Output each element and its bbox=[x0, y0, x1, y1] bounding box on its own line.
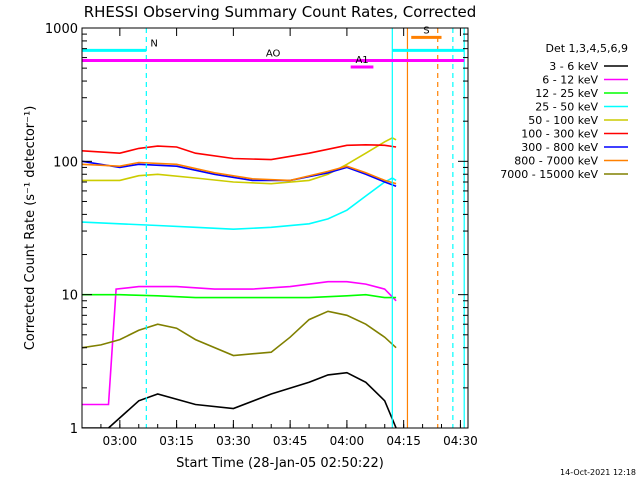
series-line-800-7000-kev bbox=[82, 161, 397, 185]
series-line-12-25-kev bbox=[82, 293, 397, 299]
y-axis-label: Corrected Count Rate (s⁻¹ detector⁻¹) bbox=[23, 106, 38, 351]
y-tick-label-3: 1000 bbox=[45, 22, 78, 37]
y-tick-label-2: 100 bbox=[53, 155, 78, 170]
x-axis: 03:00 03:15 03:30 03:45 04:00 04:15 04:30 bbox=[81, 28, 478, 448]
annotation-label-ao: AO bbox=[266, 49, 281, 60]
x-tick-label-0: 03:00 bbox=[103, 434, 138, 448]
series-line-7000-15000-kev bbox=[82, 310, 397, 357]
legend-label-800-7000-kev: 800 - 7000 keV bbox=[514, 155, 598, 168]
x-tick-label-5: 04:15 bbox=[386, 434, 421, 448]
x-axis-label: Start Time (28-Jan-05 02:50:22) bbox=[176, 456, 384, 471]
legend-label-25-50-kev: 25 - 50 keV bbox=[535, 101, 598, 114]
series-line-3-6-kev bbox=[82, 371, 397, 428]
legend-label-300-800-kev: 300 - 800 keV bbox=[521, 141, 598, 154]
series-line-50-100-kev bbox=[82, 137, 397, 185]
annotation-label-n: N bbox=[150, 38, 157, 49]
series-layer bbox=[82, 137, 397, 428]
x-tick-label-3: 03:45 bbox=[273, 434, 308, 448]
legend-label-12-25-kev: 12 - 25 keV bbox=[535, 87, 598, 100]
marker-lines-layer bbox=[145, 28, 465, 428]
footer-timestamp: 14-Oct-2021 12:18 bbox=[560, 468, 636, 477]
y-axis: 1 10 100 1000 bbox=[45, 22, 468, 437]
x-tick-label-4: 04:00 bbox=[330, 434, 365, 448]
x-tick-label-1: 03:15 bbox=[159, 434, 194, 448]
legend-label-50-100-kev: 50 - 100 keV bbox=[528, 114, 598, 127]
y-tick-label-0: 1 bbox=[70, 422, 78, 437]
legend-label-7000-15000-kev: 7000 - 15000 keV bbox=[500, 168, 598, 181]
annotation-label-a1: A1 bbox=[355, 55, 368, 66]
x-tick-label-6: 04:30 bbox=[443, 434, 478, 448]
legend-label-6-12-kev: 6 - 12 keV bbox=[542, 74, 598, 87]
x-tick-label-2: 03:30 bbox=[216, 434, 251, 448]
legend-label-100-300-kev: 100 - 300 keV bbox=[521, 128, 598, 141]
y-tick-label-1: 10 bbox=[61, 289, 78, 304]
series-line-25-50-kev bbox=[82, 177, 397, 231]
annotation-bars-layer: N AO A1 S bbox=[82, 25, 465, 69]
plot-frame bbox=[81, 27, 469, 429]
chart-title: RHESSI Observing Summary Count Rates, Co… bbox=[84, 3, 477, 21]
legend-title: Det 1,3,4,5,6,9 bbox=[545, 42, 628, 55]
series-line-100-300-kev bbox=[82, 143, 397, 161]
legend-label-3-6-kev: 3 - 6 keV bbox=[549, 60, 598, 73]
annotation-label-s: S bbox=[423, 25, 429, 36]
series-line-6-12-kev bbox=[82, 280, 397, 406]
